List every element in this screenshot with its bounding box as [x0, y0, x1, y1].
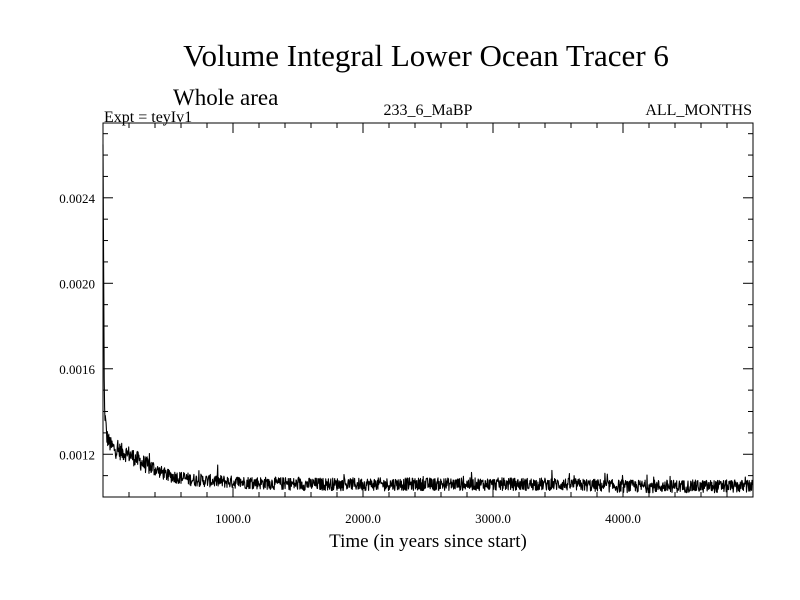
x-tick-label: 3000.0	[475, 511, 511, 526]
period-label: 233_6_MaBP	[383, 102, 473, 119]
y-tick-label: 0.0020	[59, 276, 95, 291]
tick-labels: 1000.0 2000.0 3000.0 4000.0 0.0012 0.0016 0.00…	[59, 191, 641, 526]
x-axis-label: Time (in years since start)	[329, 531, 527, 552]
plot-frame	[102, 122, 754, 498]
x-tick-label: 2000.0	[345, 511, 381, 526]
y-tick-label: 0.0016	[59, 362, 95, 377]
chart-title: Volume Integral Lower Ocean Tracer 6	[183, 38, 669, 73]
y-tick-label: 0.0012	[59, 447, 95, 462]
series-line-tracer-6	[102, 144, 753, 494]
x-tick-label: 4000.0	[605, 511, 641, 526]
y-tick-label: 0.0024	[59, 191, 95, 206]
x-tick-label: 1000.0	[215, 511, 251, 526]
chart-subtitle: Whole area	[173, 85, 279, 110]
axis-ticks	[103, 123, 753, 497]
months-label: ALL_MONTHS	[645, 102, 752, 119]
experiment-label: Expt = teyIv1	[104, 109, 193, 126]
